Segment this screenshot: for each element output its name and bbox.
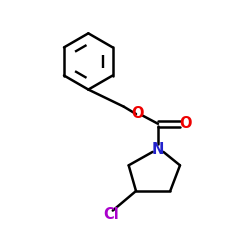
- Text: O: O: [132, 106, 144, 122]
- Text: N: N: [152, 142, 164, 157]
- Text: O: O: [179, 116, 192, 131]
- Text: Cl: Cl: [104, 207, 120, 222]
